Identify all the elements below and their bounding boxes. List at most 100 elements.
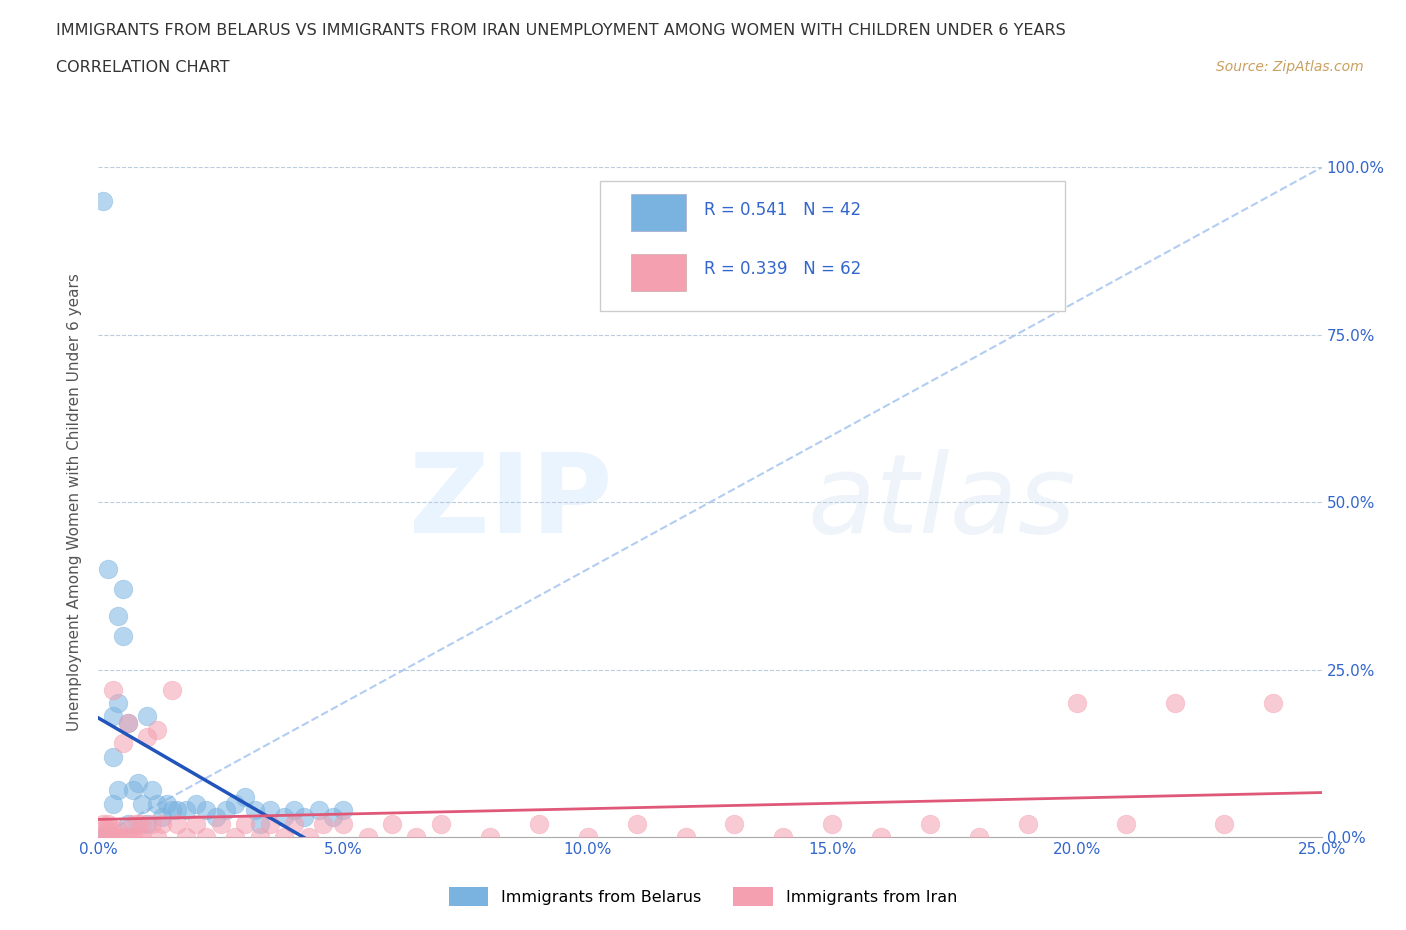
Point [675, 830, 697, 844]
Point [292, 809, 315, 824]
Point [186, 817, 208, 831]
Text: atlas: atlas [808, 448, 1077, 556]
Text: R = 0.541   N = 42: R = 0.541 N = 42 [704, 201, 860, 219]
Point [136, 729, 159, 744]
Bar [630, 255, 686, 291]
Point [576, 830, 599, 844]
Bar [630, 194, 686, 231]
Point [312, 817, 335, 831]
Point [97, 823, 120, 838]
Text: CORRELATION CHART: CORRELATION CHART [56, 60, 229, 75]
Point [870, 830, 893, 844]
Point [298, 830, 321, 844]
Point [273, 809, 295, 824]
Point [91, 830, 114, 844]
Point [233, 790, 256, 804]
Point [626, 817, 648, 831]
Point [146, 830, 169, 844]
Point [1212, 817, 1234, 831]
Point [332, 803, 354, 817]
Point [127, 817, 149, 831]
Point [1066, 696, 1088, 711]
Point [195, 830, 218, 844]
Point [107, 696, 129, 711]
Point [283, 803, 305, 817]
Point [821, 817, 844, 831]
Point [166, 817, 188, 831]
Point [150, 809, 173, 824]
Point [176, 830, 198, 844]
Point [381, 817, 404, 831]
Point [111, 582, 134, 597]
Point [107, 783, 129, 798]
Point [772, 830, 794, 844]
Text: ZIP: ZIP [409, 448, 612, 556]
Y-axis label: Unemployment Among Women with Children Under 6 years: Unemployment Among Women with Children U… [67, 273, 83, 731]
Point [127, 776, 149, 790]
Point [249, 830, 271, 844]
Point [920, 817, 942, 831]
Point [117, 830, 139, 844]
Point [150, 817, 173, 831]
FancyBboxPatch shape [600, 180, 1064, 312]
Point [1115, 817, 1137, 831]
Point [430, 817, 453, 831]
Point [967, 830, 990, 844]
Point [160, 803, 183, 817]
Point [117, 716, 139, 731]
Point [156, 796, 179, 811]
Point [127, 830, 149, 844]
Point [91, 817, 114, 831]
Point [131, 796, 153, 811]
Point [111, 629, 134, 644]
Point [101, 796, 124, 811]
Point [209, 817, 232, 831]
Legend: Immigrants from Belarus, Immigrants from Iran: Immigrants from Belarus, Immigrants from… [441, 881, 965, 912]
Point [97, 830, 120, 844]
Point [249, 817, 271, 831]
Point [1261, 696, 1284, 711]
Point [146, 796, 169, 811]
Point [233, 817, 256, 831]
Point [1017, 817, 1039, 831]
Point [478, 830, 501, 844]
Point [195, 803, 218, 817]
Point [243, 803, 266, 817]
Point [117, 716, 139, 731]
Point [405, 830, 427, 844]
Point [1164, 696, 1187, 711]
Point [259, 817, 281, 831]
Point [214, 803, 236, 817]
Point [186, 796, 208, 811]
Point [91, 193, 114, 208]
Point [527, 817, 550, 831]
Text: IMMIGRANTS FROM BELARUS VS IMMIGRANTS FROM IRAN UNEMPLOYMENT AMONG WOMEN WITH CH: IMMIGRANTS FROM BELARUS VS IMMIGRANTS FR… [56, 23, 1066, 38]
Point [101, 823, 124, 838]
Point [97, 817, 120, 831]
Point [224, 830, 246, 844]
Point [121, 830, 143, 844]
Point [111, 830, 134, 844]
Point [308, 803, 330, 817]
Point [91, 823, 114, 838]
Point [322, 809, 344, 824]
Point [146, 723, 169, 737]
Point [107, 823, 129, 838]
Point [332, 817, 354, 831]
Point [136, 817, 159, 831]
Point [141, 817, 163, 831]
Point [131, 817, 153, 831]
Point [205, 809, 228, 824]
Text: Source: ZipAtlas.com: Source: ZipAtlas.com [1216, 60, 1364, 74]
Point [160, 683, 183, 698]
Point [356, 830, 378, 844]
Point [723, 817, 745, 831]
Point [97, 830, 120, 844]
Point [176, 803, 198, 817]
Point [117, 817, 139, 831]
Point [121, 783, 143, 798]
Point [101, 709, 124, 724]
Point [101, 750, 124, 764]
Point [111, 736, 134, 751]
Point [91, 830, 114, 844]
